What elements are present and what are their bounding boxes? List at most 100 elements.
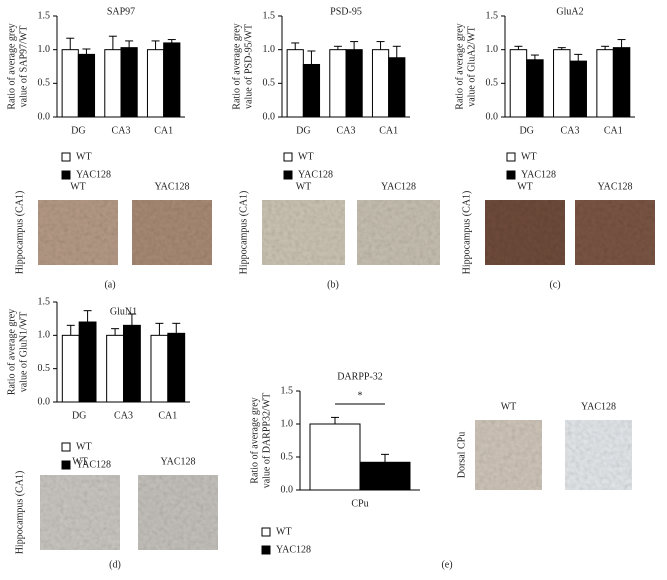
y-tick-label: 1.0 [38,330,51,341]
image-label: YAC128 [597,181,632,192]
y-tick-label: 1.0 [281,418,294,429]
y-axis-label: Ratio of average grey [6,23,17,109]
legend-label: WT [276,526,292,537]
micrograph [38,200,118,265]
chart-title: DARPP-32 [337,371,383,382]
chart-title: GluN1 [110,306,137,317]
bar [123,324,141,403]
y-tick-label: 0.0 [38,396,51,407]
bar [106,334,125,403]
micrograph [565,420,632,490]
legend-swatch [261,545,271,555]
image-label: WT [72,456,88,467]
panel-label: (d) [109,559,121,570]
x-tick-label: CA3 [337,125,356,136]
image-side-label: Hippocampus (CA1) [14,191,25,275]
x-tick-label: CA1 [379,125,398,136]
bar [388,57,406,118]
y-tick-label: 1.5 [38,10,51,21]
y-tick-label: 0.5 [38,78,51,89]
micrograph [132,200,212,265]
x-tick-label: DG [296,125,310,136]
micrograph [262,200,345,265]
micrograph [357,200,440,265]
legend-label: YAC128 [76,169,111,180]
y-tick-label: 0.5 [263,78,276,89]
image-label: YAC128 [154,181,189,192]
x-tick-label: CPu [351,498,368,509]
legend-label: WT [76,441,92,452]
y-tick-label: 0.0 [263,111,276,122]
y-axis-label: Ratio of average grey [6,309,17,395]
panel-label: (c) [549,279,560,290]
bar [78,321,97,403]
image-label: WT [70,181,86,192]
image-label: WT [501,401,517,412]
image-label: WT [296,181,312,192]
chart-title: PSD-95 [330,6,362,17]
bar [526,59,544,118]
legend-swatch [506,152,516,162]
significance-label: * [358,390,363,401]
legend-label: WT [521,151,537,162]
legend-swatch [61,170,71,180]
legend-label: YAC128 [521,169,556,180]
x-tick-label: CA1 [154,125,173,136]
y-tick-label: 1.0 [38,44,51,55]
x-tick-label: DG [72,410,86,421]
legend-label: YAC128 [76,459,111,470]
legend-label: WT [76,151,92,162]
y-axis-label: value of SAP97/WT [18,26,29,108]
x-tick-label: CA3 [561,125,580,136]
x-tick-label: CA1 [604,125,623,136]
x-tick-label: CA3 [114,410,133,421]
bar [596,49,614,118]
y-tick-label: 1.5 [263,10,276,21]
bar [553,49,571,118]
bar [167,332,186,403]
bar [61,49,79,118]
bar [569,60,587,118]
bar [345,49,363,118]
panel-label: (b) [327,279,339,290]
bar [309,423,361,491]
micrograph [485,200,565,265]
y-axis-label: value of DARPP32/WT [261,393,272,489]
chart-title: GluA2 [556,6,583,17]
legend-swatch [61,442,71,452]
bar [150,334,169,403]
bar [146,49,165,118]
legend-swatch [506,170,516,180]
y-tick-label: 0.5 [38,363,51,374]
x-tick-label: CA1 [158,410,177,421]
legend-label: YAC128 [298,169,333,180]
y-tick-label: 1.5 [281,385,294,396]
micrograph [475,420,542,490]
y-tick-label: 1.0 [486,44,499,55]
micrograph [40,475,120,550]
bar [163,42,181,118]
chart-title: SAP97 [107,6,135,17]
micrograph [575,200,655,265]
micrograph [138,475,218,550]
image-label: YAC128 [381,181,416,192]
image-label: WT [517,181,533,192]
bar [77,53,96,118]
bar [509,49,528,118]
image-side-label: Hippocampus (CA1) [238,191,249,275]
y-tick-label: 1.0 [263,44,276,55]
legend-swatch [261,527,271,537]
legend-swatch [61,460,71,470]
image-side-label: Dorsal CPu [456,432,467,478]
x-tick-label: DG [519,125,533,136]
bar [286,49,304,118]
y-tick-label: 0.5 [486,78,499,89]
bar [371,49,390,118]
bar [302,63,321,118]
y-tick-label: 0.0 [281,484,294,495]
bar [61,334,80,403]
y-axis-label: Ratio of average grey [454,23,465,109]
x-tick-label: DG [71,125,85,136]
bar [104,49,122,118]
